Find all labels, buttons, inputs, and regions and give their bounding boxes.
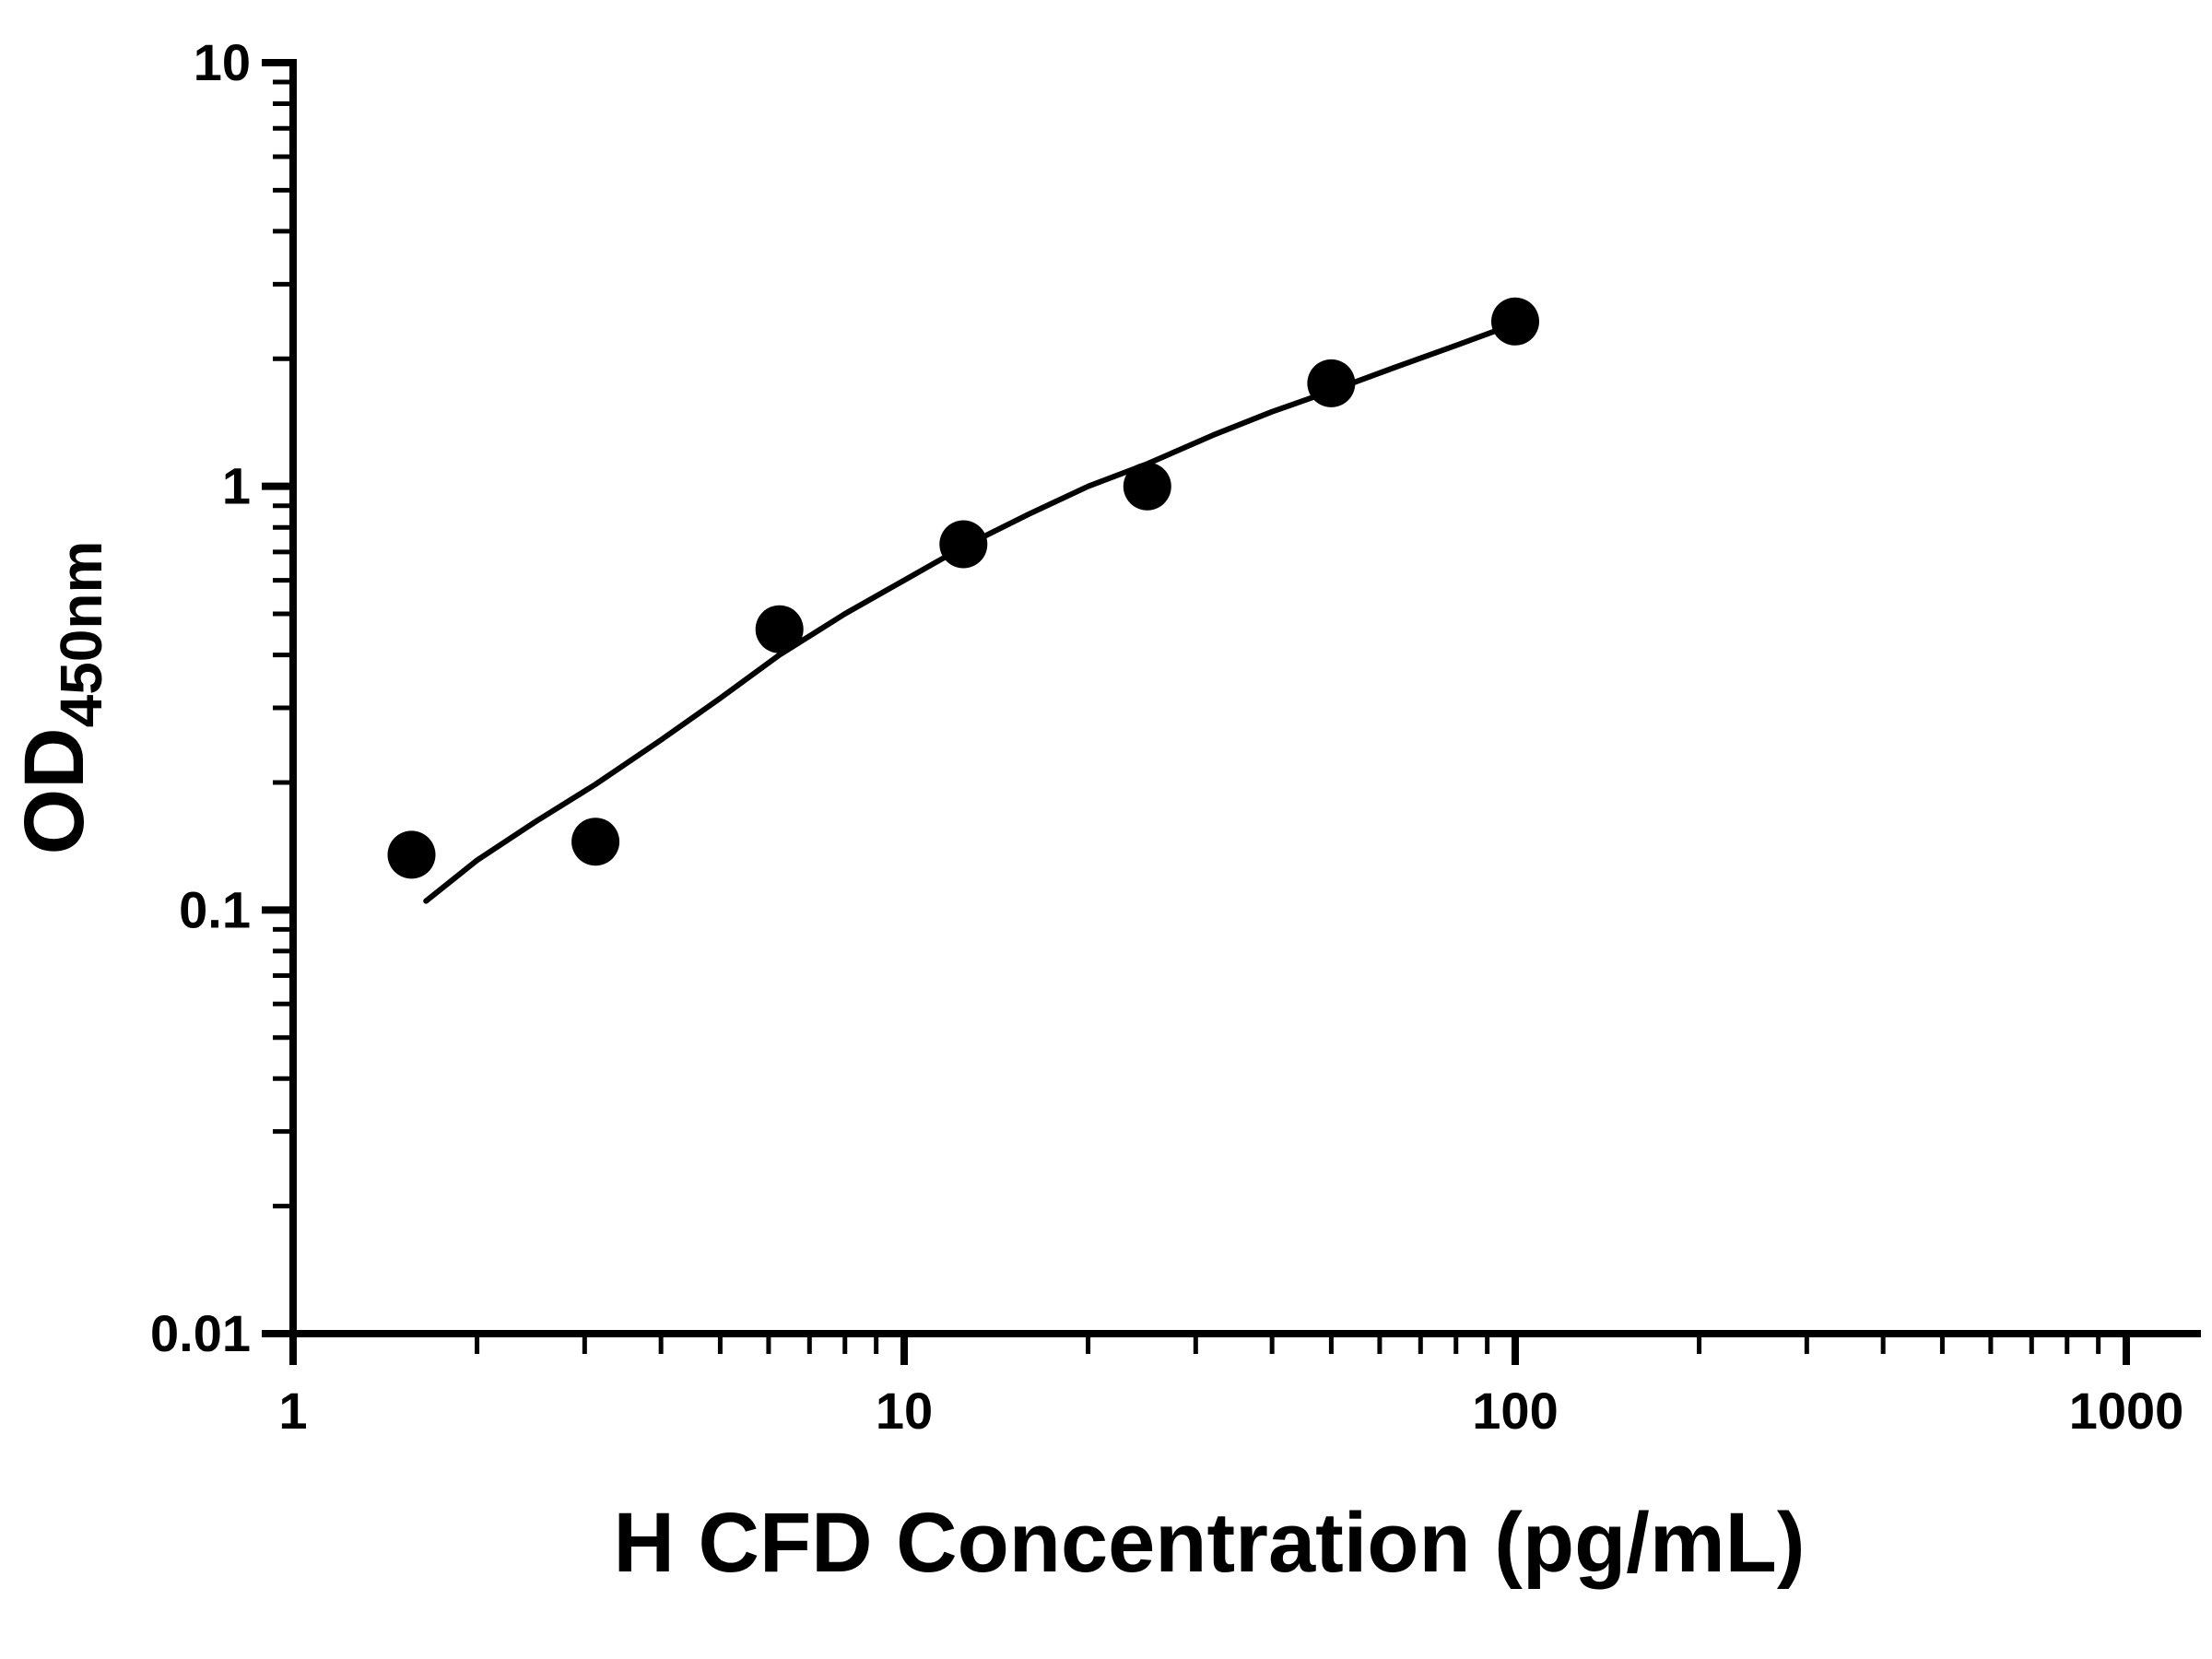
y-axis-title-main: OD xyxy=(7,727,101,854)
y-tick-label: 1 xyxy=(222,457,251,515)
data-point xyxy=(1123,462,1171,511)
data-point xyxy=(1307,359,1356,407)
data-point xyxy=(939,520,988,569)
axis-tick-labels: 1 10 100 1000 0.01 0.1 1 10 xyxy=(150,33,2183,1440)
axis-ticks xyxy=(262,58,2130,1365)
x-tick-label: 10 xyxy=(876,1382,933,1440)
y-axis-title-sub: 450nm xyxy=(48,541,114,728)
x-tick-label: 1 xyxy=(278,1382,307,1440)
plot-series xyxy=(387,297,1539,904)
x-tick-label: 1000 xyxy=(2069,1382,2184,1440)
axis-spines xyxy=(289,59,2201,1337)
x-axis-title: H CFD Concentration (pg/mL) xyxy=(614,1496,1806,1590)
y-tick-label: 0.01 xyxy=(150,1304,251,1362)
fitted-curve xyxy=(423,321,1518,904)
data-point xyxy=(755,605,804,653)
data-point xyxy=(387,830,436,879)
x-tick-label: 100 xyxy=(1472,1382,1558,1440)
y-tick-label: 0.1 xyxy=(179,880,251,938)
y-tick-label: 10 xyxy=(194,33,251,91)
data-point xyxy=(571,818,620,866)
y-axis-title: OD450nm xyxy=(7,541,114,855)
data-point xyxy=(1491,297,1539,346)
